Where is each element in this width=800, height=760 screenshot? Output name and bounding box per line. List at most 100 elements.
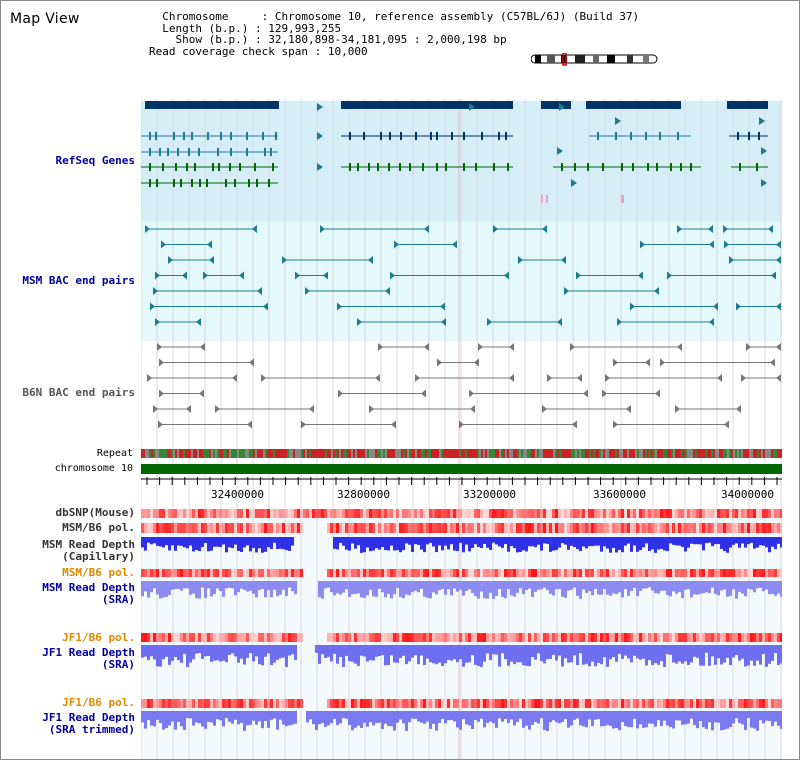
heat-cell — [483, 509, 486, 518]
repeat-segment — [627, 449, 629, 458]
repeat-segment — [617, 449, 619, 458]
track-label-jf1-b6-pol-1[interactable]: JF1/B6 pol. — [62, 631, 135, 644]
heat-cell — [672, 699, 675, 708]
heat-cell — [549, 699, 552, 708]
track-label-jf1-depth-trimmed[interactable]: JF1 Read Depth (SRA trimmed) — [42, 711, 135, 736]
depth-bar — [633, 581, 636, 588]
heat-cell — [534, 633, 537, 642]
heat-cell — [624, 569, 627, 577]
heat-cell — [348, 633, 351, 642]
track-label-jf1-depth-sra[interactable]: JF1 Read Depth (SRA) — [42, 646, 135, 671]
heat-cell — [603, 569, 606, 577]
heat-cell — [336, 569, 339, 577]
heat-cell — [612, 509, 615, 518]
heat-cell — [705, 633, 708, 642]
depth-bar — [201, 711, 204, 727]
depth-bar — [354, 537, 357, 549]
depth-bar — [510, 581, 513, 596]
heat-cell — [654, 699, 657, 708]
heat-cell — [318, 509, 321, 518]
track-label-msm-depth-sra[interactable]: MSM Read Depth (SRA) — [42, 581, 135, 606]
bac-end-marker — [547, 374, 552, 382]
depth-bar — [342, 581, 345, 593]
depth-bar — [243, 581, 246, 590]
depth-bar — [558, 581, 561, 590]
heat-cell — [249, 523, 252, 533]
heat-cell — [462, 569, 465, 577]
heat-cell — [234, 509, 237, 518]
depth-bar — [714, 711, 717, 723]
heat-cell — [741, 523, 744, 533]
track-label-msm-bac[interactable]: MSM BAC end pairs — [22, 274, 135, 287]
track-label-msm-b6-pol-1[interactable]: MSM/B6 pol. — [62, 521, 135, 534]
depth-bar — [255, 711, 258, 725]
repeat-segment — [213, 449, 215, 458]
heat-cell — [435, 633, 438, 642]
heat-cell — [357, 523, 360, 533]
heat-cell — [588, 699, 591, 708]
depth-bar — [417, 581, 420, 593]
heat-cell — [492, 699, 495, 708]
depth-bar — [402, 581, 405, 599]
heat-cell — [348, 699, 351, 708]
depth-bar — [669, 645, 672, 655]
track-label-jf1-b6-pol-2[interactable]: JF1/B6 pol. — [62, 696, 135, 709]
heat-cell — [711, 509, 714, 518]
genome-plot-area[interactable] — [141, 99, 782, 759]
heat-cell — [663, 633, 666, 642]
track-label-msm-depth-capillary[interactable]: MSM Read Depth (Capillary) — [42, 538, 135, 563]
depth-bar — [273, 645, 276, 663]
heat-cell — [546, 569, 549, 577]
heat-cell — [276, 523, 279, 533]
heat-cell — [216, 633, 219, 642]
repeat-segment — [757, 449, 759, 458]
heat-cell — [528, 569, 531, 577]
heat-cell — [750, 523, 753, 533]
depth-bar — [597, 711, 600, 720]
bac-end-marker — [295, 271, 300, 280]
track-label-b6n-bac[interactable]: B6N BAC end pairs — [22, 386, 135, 399]
chromosome-ideogram[interactable] — [531, 53, 661, 67]
heat-cell — [423, 633, 426, 642]
depth-bar — [504, 711, 507, 720]
depth-bar — [582, 581, 585, 590]
depth-bar — [570, 581, 573, 590]
repeat-segment — [741, 449, 743, 458]
gene-exon — [587, 163, 589, 171]
depth-bar — [702, 645, 705, 666]
depth-bar — [711, 581, 714, 588]
heat-cell — [249, 633, 252, 642]
depth-bar — [354, 711, 357, 728]
heat-cell — [726, 523, 729, 533]
heat-cell — [405, 523, 408, 533]
heat-cell — [591, 569, 594, 577]
depth-bar — [612, 711, 615, 729]
track-label-msm-b6-pol-2[interactable]: MSM/B6 pol. — [62, 566, 135, 579]
gene-exon — [272, 163, 274, 171]
depth-bar — [213, 645, 216, 661]
heat-cell — [273, 523, 276, 533]
depth-bar — [228, 645, 231, 655]
bac-end-marker — [424, 343, 429, 351]
depth-bar — [525, 537, 528, 552]
depth-bar — [408, 711, 411, 723]
bac-end-marker — [708, 225, 713, 233]
heat-cell — [633, 523, 636, 533]
heat-cell — [345, 523, 348, 533]
depth-bar — [471, 581, 474, 594]
depth-bar — [636, 581, 639, 597]
repeat-segment — [489, 449, 491, 458]
track-features[interactable] — [141, 99, 782, 759]
heat-cell — [366, 523, 369, 533]
depth-bar — [228, 537, 231, 548]
heat-cell — [570, 569, 573, 577]
heat-cell — [672, 509, 675, 518]
track-label-refseq[interactable]: RefSeq Genes — [55, 154, 135, 167]
bac-end-marker — [421, 389, 426, 398]
depth-bar — [528, 537, 531, 547]
track-label-dbsnp[interactable]: dbSNP(Mouse) — [55, 506, 135, 519]
depth-bar — [477, 537, 480, 547]
depth-bar — [651, 711, 654, 724]
heat-cell — [771, 699, 774, 708]
bac-end-marker — [741, 374, 746, 382]
